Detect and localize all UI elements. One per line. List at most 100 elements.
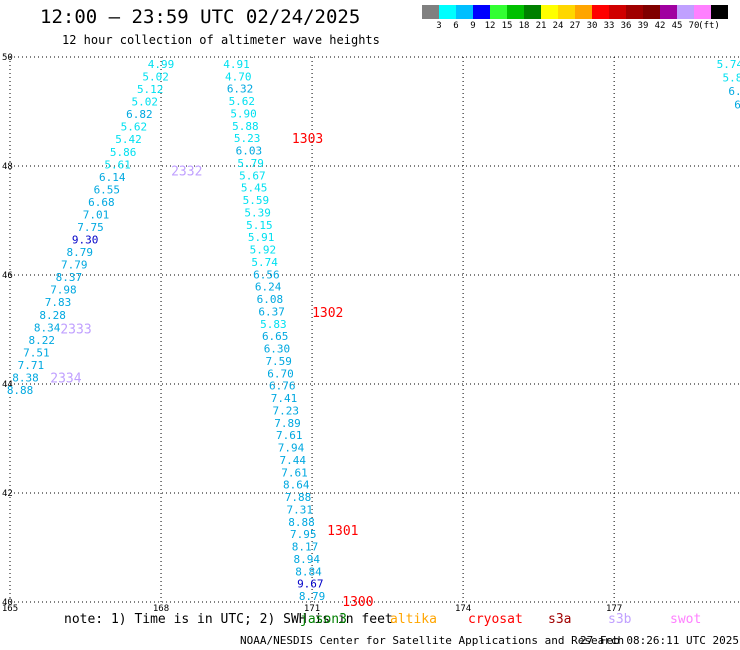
swh-value-label: 8.37 [56,271,83,284]
swh-value-label: 7.61 [281,466,308,479]
swh-value-label: 5.86 [110,146,137,159]
y-tick-label: 40 [2,598,13,608]
legend-swatch [626,5,643,19]
swh-value-label: 7.23 [272,404,299,417]
y-tick-label: 42 [2,489,13,499]
legend-swatch [439,5,456,19]
swh-value-label: 7.95 [290,528,317,541]
swh-value-label: 8.94 [294,553,321,566]
swh-value-label: 6.32 [227,83,254,96]
pass-number-label: 2334 [50,372,81,387]
x-tick-label: 177 [606,604,622,614]
legend-label: 12 [484,21,496,31]
legend-label: 21 [535,21,547,31]
swh-value-label: 6.65 [262,330,289,343]
legend-label: 36 [620,21,632,31]
legend-label: 6 [453,21,459,31]
y-tick-label: 46 [2,271,13,281]
legend-swatch [490,5,507,19]
legend-label: 39 [637,21,649,31]
x-tick-label: 174 [455,604,471,614]
swh-value-label: 5.59 [243,194,270,207]
pass-number-label: 2332 [171,164,202,179]
legend-label: 27 [569,21,581,31]
swh-value-label: 8.79 [299,590,326,603]
swh-value-label: 6.26 [728,85,740,98]
legend-swatch [643,5,660,19]
color-legend [422,5,728,19]
swh-value-label: 5.62 [229,95,256,108]
swh-value-label: 6.68 [88,196,115,209]
swh-value-label: 7.61 [276,429,303,442]
pass-number-label: 1300 [342,595,373,610]
swh-value-label: 5.91 [248,231,275,244]
chart-subtitle: 12 hour collection of altimeter wave hei… [62,33,380,47]
swh-value-label: 5.62 [121,121,148,134]
mission-label: altika [390,612,437,627]
swh-value-label: 7.83 [45,296,72,309]
legend-swatch [677,5,694,19]
legend-swatch [456,5,473,19]
swh-value-label: 8.79 [66,246,93,259]
swh-value-label: 6.08 [257,293,284,306]
swh-value-label: 5.83 [260,318,287,331]
legend-label: 45 [671,21,683,31]
legend-label: 33 [603,21,615,31]
swh-value-label: 7.01 [83,208,110,221]
swh-value-label: 8.28 [39,309,66,322]
legend-swatch [507,5,524,19]
swh-value-label: 5.02 [132,96,159,109]
swh-value-label: 7.88 [285,491,312,504]
swh-value-label: 5.39 [244,206,271,219]
swh-value-label: 5.12 [137,83,164,96]
swh-value-label: 5.74 [251,256,278,269]
swh-value-label: 6.42 [734,99,740,112]
legend-label: 42 [654,21,666,31]
swh-value-label: 7.94 [278,442,305,455]
legend-swatch [422,5,439,19]
swh-value-label: 8.88 [288,516,315,529]
credit-text: NOAA/NESDIS Center for Satellite Applica… [240,634,625,647]
swh-value-label: 7.41 [271,392,298,405]
swh-value-label: 5.79 [237,157,264,170]
legend-label: 18 [518,21,530,31]
swh-value-label: 8.84 [295,565,322,578]
legend-swatch [660,5,677,19]
swh-value-label: 5.74 [717,58,740,71]
pass-number-label: 2333 [60,323,91,338]
legend-swatch [592,5,609,19]
pass-number-label: 1301 [327,524,358,539]
legend-label: 24 [552,21,564,31]
footer-note: note: 1) Time is in UTC; 2) SWH is in fe… [64,612,393,627]
legend-label: (ft) [698,21,720,31]
swh-value-label: 8.34 [34,321,61,334]
swh-value-label: 6.24 [255,281,282,294]
swh-value-label: 5.42 [115,133,142,146]
swh-value-label: 9.30 [72,234,99,247]
legend-swatch [609,5,626,19]
swh-value-label: 7.31 [287,503,314,516]
swh-value-label: 8.17 [292,541,319,554]
swh-value-label: 5.67 [239,169,266,182]
swh-value-label: 7.59 [265,355,292,368]
legend-label: 70 [688,21,700,31]
swh-value-label: 7.98 [50,284,77,297]
swh-value-label: 5.90 [230,107,257,120]
legend-swatch [694,5,711,19]
swh-value-label: 6.76 [269,380,296,393]
mission-label: swot [670,612,702,627]
swh-value-label: 7.71 [18,359,45,372]
legend-swatch [541,5,558,19]
mission-label: s3a [548,612,572,627]
x-tick-label: 165 [2,604,18,614]
swh-value-label: 4.99 [148,58,175,71]
swh-value-label: 6.82 [126,108,153,121]
y-tick-label: 50 [2,53,13,63]
swh-value-label: 8.22 [29,334,56,347]
x-tick-label: 171 [304,604,320,614]
swh-value-label: 6.30 [264,343,291,356]
swh-value-label: 8.64 [283,479,310,492]
x-tick-label: 168 [153,604,169,614]
legend-swatch [524,5,541,19]
